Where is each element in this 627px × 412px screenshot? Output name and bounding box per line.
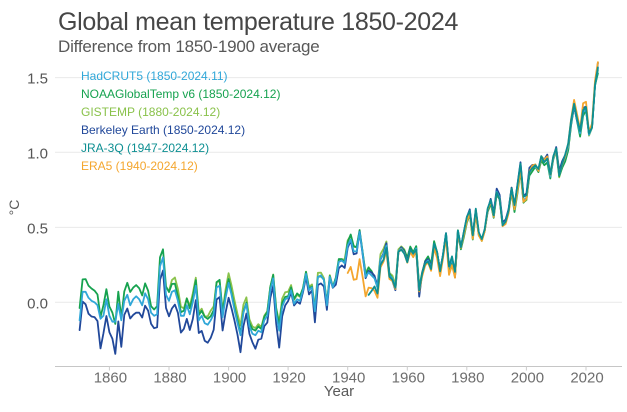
svg-text:1980: 1980 — [451, 370, 484, 387]
svg-text:ERA5 (1940-2024.12): ERA5 (1940-2024.12) — [81, 159, 198, 173]
svg-text:JRA-3Q (1947-2024.12): JRA-3Q (1947-2024.12) — [81, 141, 209, 155]
svg-text:Global mean temperature 1850-2: Global mean temperature 1850-2024 — [58, 8, 458, 36]
svg-text:°C: °C — [6, 200, 22, 216]
svg-text:1940: 1940 — [332, 370, 365, 387]
svg-text:2000: 2000 — [511, 370, 544, 387]
svg-text:1880: 1880 — [153, 370, 186, 387]
svg-text:1860: 1860 — [94, 370, 127, 387]
svg-text:GISTEMP (1880-2024.12): GISTEMP (1880-2024.12) — [81, 105, 220, 119]
svg-text:Year: Year — [324, 383, 354, 400]
svg-text:1.5: 1.5 — [27, 71, 48, 88]
svg-text:Difference from 1850-1900 aver: Difference from 1850-1900 average — [58, 37, 319, 56]
svg-text:0.0: 0.0 — [27, 295, 48, 312]
svg-text:0.5: 0.5 — [27, 220, 48, 237]
svg-text:HadCRUT5 (1850-2024.11): HadCRUT5 (1850-2024.11) — [81, 69, 228, 83]
svg-text:1920: 1920 — [272, 370, 305, 387]
svg-text:1.0: 1.0 — [27, 145, 48, 162]
svg-text:NOAAGlobalTemp v6 (1850-2024.1: NOAAGlobalTemp v6 (1850-2024.12) — [81, 87, 280, 101]
svg-text:1900: 1900 — [213, 370, 246, 387]
svg-text:1960: 1960 — [392, 370, 425, 387]
svg-text:2020: 2020 — [570, 370, 603, 387]
svg-text:Berkeley Earth (1850-2024.12): Berkeley Earth (1850-2024.12) — [81, 123, 245, 137]
